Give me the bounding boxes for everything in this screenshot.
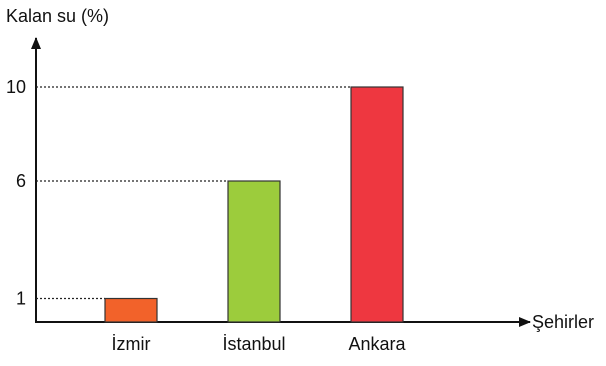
x-axis-label: Şehirler [532,312,594,332]
bar-1 [227,180,281,323]
y-tick-label: 6 [16,171,26,191]
guide-lines-group [36,86,351,300]
bar-2 [350,86,404,323]
bar-0 [104,297,158,323]
x-ticks-group: İzmir İstanbul Ankara [112,334,407,354]
x-tick-label: Ankara [348,334,406,354]
x-tick-label: İstanbul [222,334,285,354]
y-axis-label: Kalan su (%) [6,6,109,26]
y-tick-label: 1 [16,289,26,309]
x-tick-label: İzmir [112,334,151,354]
y-tick-label: 10 [6,77,26,97]
bars-group [104,86,404,323]
